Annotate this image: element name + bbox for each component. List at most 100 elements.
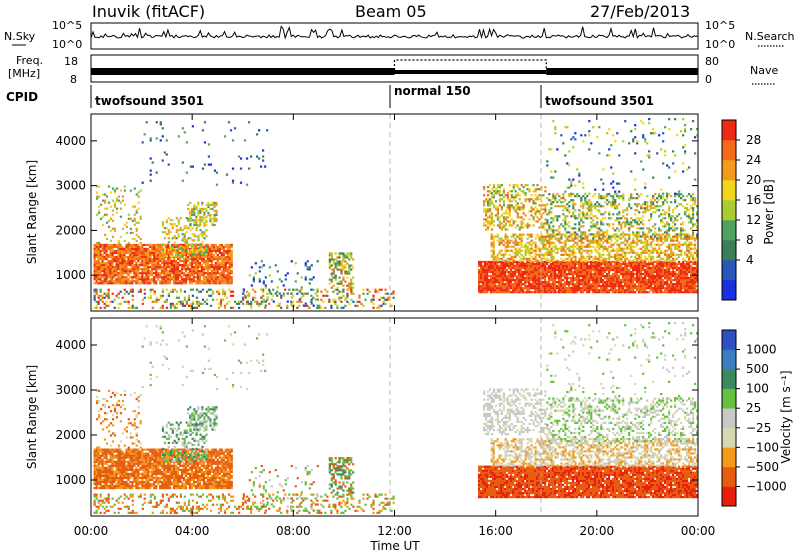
power-cell [214, 276, 217, 279]
power-cell [546, 249, 549, 252]
power-cell [488, 190, 492, 193]
power-cell [613, 270, 617, 274]
power-cell [633, 262, 637, 266]
power-cell [547, 264, 551, 268]
power-cell [220, 282, 223, 285]
power-cell [266, 298, 269, 301]
power-cell [673, 287, 677, 290]
power-cell [645, 283, 649, 286]
power-cell [528, 243, 531, 246]
power-cell [526, 237, 529, 240]
power-cell [483, 262, 487, 266]
power-cell [496, 206, 500, 209]
power-cell [200, 255, 204, 259]
power-cell [490, 196, 494, 199]
power-cell [569, 264, 573, 268]
power-cell [486, 210, 490, 213]
power-cell [483, 224, 486, 227]
power-cell [93, 306, 96, 309]
power-cell [607, 268, 611, 272]
power-cell [663, 283, 667, 286]
power-cell [147, 272, 150, 275]
power-cell [157, 259, 160, 263]
power-cell [216, 259, 219, 263]
power-cell [213, 209, 216, 213]
power-cell [579, 283, 583, 286]
power-cell [691, 272, 695, 276]
power-cell [103, 302, 106, 305]
power-cell [629, 291, 633, 294]
power-cell [658, 251, 661, 254]
power-cell [216, 264, 219, 267]
power-cell [189, 211, 192, 215]
power-cell [490, 228, 494, 231]
power-cell [508, 249, 511, 252]
power-cell [99, 294, 102, 297]
power-cell [107, 261, 110, 265]
power-cell [202, 257, 206, 261]
power-cell [135, 280, 138, 283]
power-cell [176, 278, 180, 281]
power-cell [629, 283, 633, 286]
power-cell [107, 201, 111, 204]
power-cell [184, 251, 188, 255]
power-cell [600, 253, 603, 256]
power-cell [109, 264, 112, 267]
power-cell [135, 306, 138, 309]
power-cell [157, 272, 160, 275]
power-cell [514, 237, 517, 240]
power-cell [506, 198, 509, 201]
power-cell [99, 261, 102, 265]
power-cell [618, 237, 621, 240]
power-cell [99, 270, 102, 273]
power-cell [167, 231, 170, 234]
power-cell [500, 239, 503, 242]
power-cell [593, 274, 597, 278]
power-cell [649, 266, 653, 270]
power-cell [220, 257, 223, 261]
power-cell [522, 206, 525, 209]
power-cell [579, 266, 583, 270]
power-cell [533, 266, 537, 270]
power-cell [346, 300, 349, 303]
power-cell [583, 285, 587, 288]
power-cell [507, 285, 511, 288]
power-cell [522, 186, 525, 189]
power-cell [105, 294, 108, 297]
power-cell [131, 245, 134, 249]
power-cell [113, 203, 117, 206]
power-cell [542, 224, 545, 227]
power-cell [670, 253, 673, 256]
power-cell [95, 247, 98, 251]
power-cell [613, 276, 617, 280]
power-cell [602, 257, 605, 260]
power-cell [660, 235, 663, 238]
power-cell [199, 219, 202, 223]
power-cell [163, 259, 166, 263]
power-cell [516, 184, 519, 187]
power-cell [115, 264, 118, 267]
power-cell [557, 260, 561, 264]
power-cell [187, 243, 190, 246]
power-cell [504, 241, 507, 244]
power-cell [493, 281, 497, 284]
power-cell [644, 237, 647, 240]
power-cell [623, 279, 627, 282]
power-cell [696, 251, 699, 254]
power-cell [159, 296, 162, 299]
power-cell [553, 287, 557, 290]
power-cell [101, 247, 104, 251]
power-cell [512, 235, 515, 238]
power-cell [117, 255, 120, 259]
power-cell [483, 218, 486, 221]
power-cell [198, 270, 202, 273]
power-cell [105, 253, 108, 257]
power-cell [643, 287, 647, 290]
power-cell [213, 201, 216, 204]
power-cell [215, 290, 219, 293]
power-cell [135, 266, 138, 269]
power-cell [557, 272, 561, 276]
power-cell [284, 288, 287, 291]
power-cell [165, 280, 168, 283]
power-cell [127, 217, 130, 220]
